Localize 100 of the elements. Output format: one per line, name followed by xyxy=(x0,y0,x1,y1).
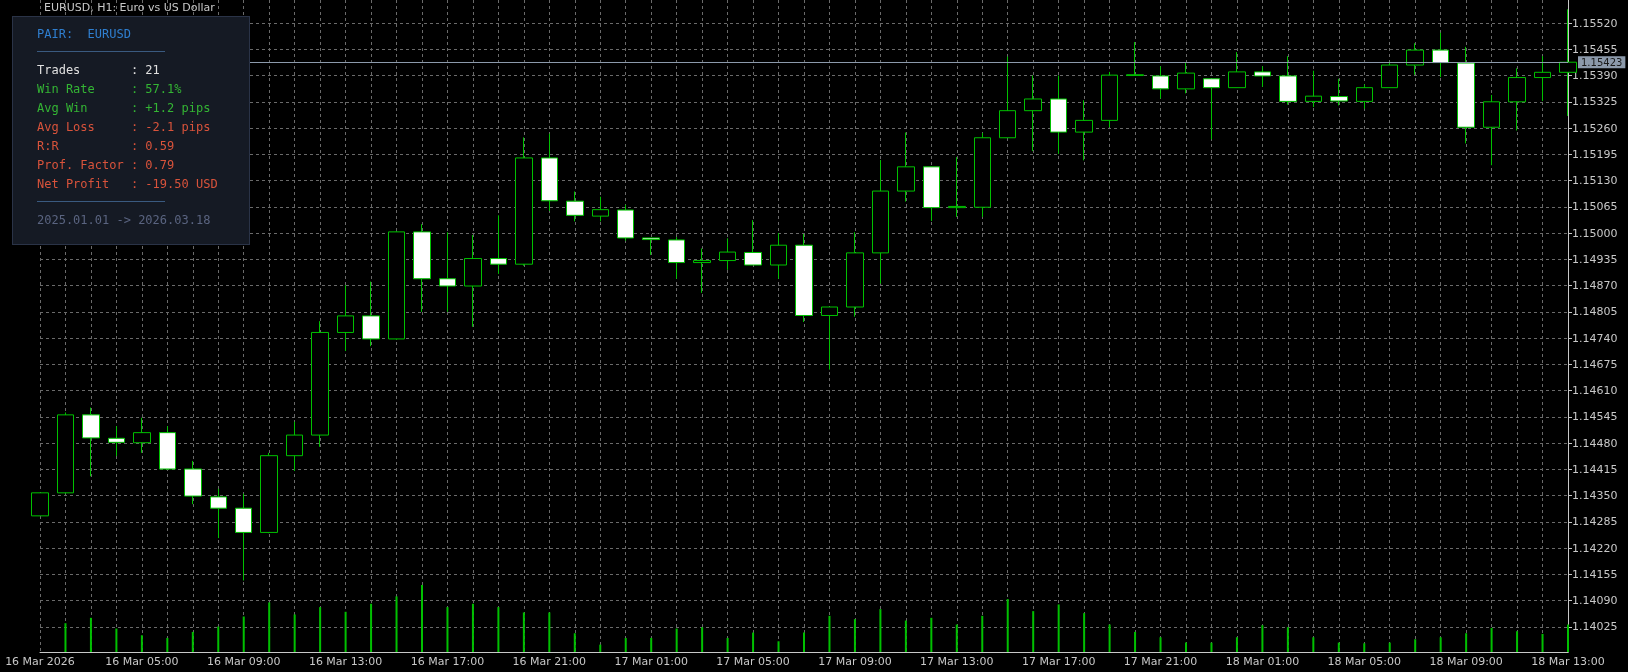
candlestick xyxy=(770,232,787,280)
candlestick xyxy=(1024,75,1042,152)
candlestick xyxy=(260,452,278,534)
annotation: Prof. Factor : 0.79 xyxy=(37,157,176,174)
candlestick xyxy=(693,247,711,294)
x-tick-label: 16 Mar 09:00 xyxy=(207,655,281,668)
x-tick-label: 17 Mar 21:00 xyxy=(1123,655,1198,668)
candlestick xyxy=(719,237,736,271)
bar xyxy=(1210,642,1213,652)
candlestick xyxy=(235,493,252,581)
candlestick xyxy=(1075,99,1093,161)
candlestick xyxy=(490,214,507,275)
candlestick xyxy=(1305,70,1322,108)
candlestick xyxy=(541,133,558,212)
bar xyxy=(1388,642,1391,652)
candlestick xyxy=(566,190,584,222)
x-tick-label: 16 Mar 05:00 xyxy=(105,655,179,668)
bar xyxy=(701,627,704,652)
bar xyxy=(370,603,373,652)
x-tick-label: 17 Mar 01:00 xyxy=(614,655,688,668)
bar xyxy=(166,637,169,652)
bar xyxy=(1567,624,1569,652)
bar xyxy=(1337,642,1340,652)
bar xyxy=(64,623,67,652)
bar xyxy=(1235,637,1238,652)
bar xyxy=(217,626,220,652)
candlestick xyxy=(286,421,303,472)
candlestick xyxy=(362,281,380,347)
chart-title: EURUSD, H1: Euro vs US Dollar xyxy=(44,1,215,14)
y-tick-label: 1.14220 xyxy=(1572,541,1618,555)
bar xyxy=(1057,604,1060,652)
candlestick xyxy=(744,219,762,266)
annotation: Avg Loss : -2.1 pips xyxy=(37,119,212,136)
candlestick xyxy=(1508,67,1526,131)
bar xyxy=(904,620,907,652)
candlestick xyxy=(1254,65,1271,88)
bar xyxy=(1312,637,1315,652)
candlestick xyxy=(108,425,125,457)
y-tick-label: 1.15325 xyxy=(1572,95,1618,109)
bar xyxy=(726,637,729,652)
y-tick-label: 1.14480 xyxy=(1572,436,1618,450)
candlestick xyxy=(897,132,915,203)
bar xyxy=(497,607,500,652)
candlestick xyxy=(413,223,431,313)
annotation: Win Rate : 57.1% xyxy=(37,81,183,98)
y-tick-label: 1.15000 xyxy=(1572,226,1618,240)
bar xyxy=(777,641,780,652)
bar xyxy=(242,616,245,652)
bar xyxy=(522,612,525,652)
annotation: PAIR: EURUSD xyxy=(37,26,132,43)
bar xyxy=(981,615,984,652)
annotation: R:R : 0.59 xyxy=(37,138,176,155)
y-tick-label: 1.14155 xyxy=(1572,567,1618,581)
candlestick xyxy=(1432,32,1449,78)
candlestick xyxy=(82,407,100,477)
candlestick xyxy=(388,230,405,341)
bar xyxy=(115,628,118,652)
bar xyxy=(573,633,576,652)
bar xyxy=(1032,611,1035,652)
bar xyxy=(1541,633,1544,652)
candlestick xyxy=(311,320,329,448)
annotation: Net Profit : -19.50 USD xyxy=(37,176,219,193)
candlestick xyxy=(1177,62,1195,94)
candlestick xyxy=(439,231,456,313)
x-tick-label: 17 Mar 05:00 xyxy=(716,655,790,668)
bar xyxy=(1490,627,1493,652)
candlestick xyxy=(515,136,533,267)
bar xyxy=(421,585,423,652)
bar xyxy=(191,631,194,652)
bar xyxy=(955,624,958,652)
y-tick-label: 1.14545 xyxy=(1572,410,1618,424)
candlestick xyxy=(1152,65,1169,100)
candlestick xyxy=(1534,55,1551,102)
bar xyxy=(395,596,398,652)
y-tick-label: 1.15130 xyxy=(1572,174,1618,188)
candlestick xyxy=(592,196,609,222)
y-tick-label: 1.14415 xyxy=(1572,462,1618,476)
candlestick xyxy=(974,132,991,218)
y-tick-label: 1.14805 xyxy=(1572,305,1618,319)
bar xyxy=(675,628,678,652)
y-tick-label: 1.15065 xyxy=(1572,200,1618,214)
bar xyxy=(930,617,933,652)
candlestick xyxy=(1356,83,1373,110)
y-tick-label: 1.14870 xyxy=(1572,279,1618,293)
candlestick xyxy=(1381,61,1398,89)
candlestick xyxy=(1406,42,1424,76)
bar xyxy=(471,603,474,652)
bar xyxy=(1134,631,1137,652)
ref-line-label: 1.15423 xyxy=(1581,56,1623,68)
x-tick-label: 18 Mar 09:00 xyxy=(1429,655,1503,668)
candlestick xyxy=(872,159,889,285)
bar xyxy=(650,637,653,652)
x-tick-label: 17 Mar 13:00 xyxy=(920,655,994,668)
candlestick xyxy=(999,56,1016,139)
bar xyxy=(140,635,143,652)
candlestick xyxy=(464,234,482,328)
bar xyxy=(548,612,551,652)
y-tick-label: 1.14285 xyxy=(1572,515,1618,529)
y-tick-label: 1.14350 xyxy=(1572,489,1618,503)
bar xyxy=(1185,642,1187,652)
